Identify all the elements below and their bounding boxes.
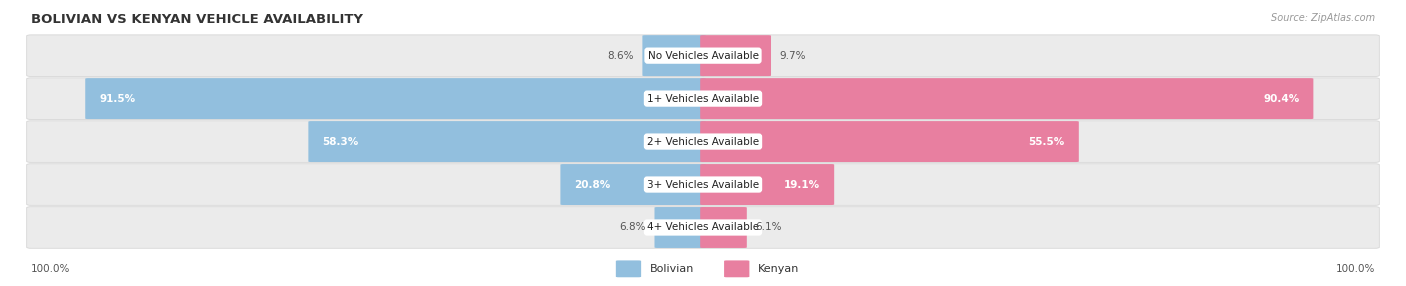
Text: Source: ZipAtlas.com: Source: ZipAtlas.com [1271, 13, 1375, 23]
FancyBboxPatch shape [308, 121, 706, 162]
FancyBboxPatch shape [724, 260, 749, 277]
Text: 19.1%: 19.1% [785, 180, 820, 190]
FancyBboxPatch shape [561, 164, 706, 205]
FancyBboxPatch shape [700, 207, 747, 248]
Text: 9.7%: 9.7% [779, 51, 806, 61]
Text: 6.1%: 6.1% [755, 223, 782, 233]
Text: 90.4%: 90.4% [1263, 94, 1299, 104]
Text: 6.8%: 6.8% [620, 223, 645, 233]
Text: No Vehicles Available: No Vehicles Available [648, 51, 758, 61]
Text: 91.5%: 91.5% [100, 94, 135, 104]
FancyBboxPatch shape [700, 78, 1313, 119]
Text: BOLIVIAN VS KENYAN VEHICLE AVAILABILITY: BOLIVIAN VS KENYAN VEHICLE AVAILABILITY [31, 13, 363, 26]
FancyBboxPatch shape [86, 78, 706, 119]
Text: 58.3%: 58.3% [322, 137, 359, 146]
Text: 4+ Vehicles Available: 4+ Vehicles Available [647, 223, 759, 233]
Text: 2+ Vehicles Available: 2+ Vehicles Available [647, 137, 759, 146]
Text: Bolivian: Bolivian [650, 264, 695, 274]
FancyBboxPatch shape [643, 35, 706, 76]
FancyBboxPatch shape [27, 207, 1379, 248]
Text: 3+ Vehicles Available: 3+ Vehicles Available [647, 180, 759, 190]
FancyBboxPatch shape [700, 164, 834, 205]
FancyBboxPatch shape [27, 78, 1379, 119]
Text: 55.5%: 55.5% [1029, 137, 1064, 146]
FancyBboxPatch shape [700, 121, 1078, 162]
Text: 100.0%: 100.0% [31, 264, 70, 274]
FancyBboxPatch shape [27, 164, 1379, 205]
FancyBboxPatch shape [27, 35, 1379, 76]
FancyBboxPatch shape [616, 260, 641, 277]
Text: 1+ Vehicles Available: 1+ Vehicles Available [647, 94, 759, 104]
FancyBboxPatch shape [654, 207, 706, 248]
Text: 8.6%: 8.6% [607, 51, 634, 61]
Text: 20.8%: 20.8% [575, 180, 610, 190]
Text: 100.0%: 100.0% [1336, 264, 1375, 274]
FancyBboxPatch shape [700, 35, 770, 76]
FancyBboxPatch shape [27, 121, 1379, 162]
Text: Kenyan: Kenyan [758, 264, 799, 274]
